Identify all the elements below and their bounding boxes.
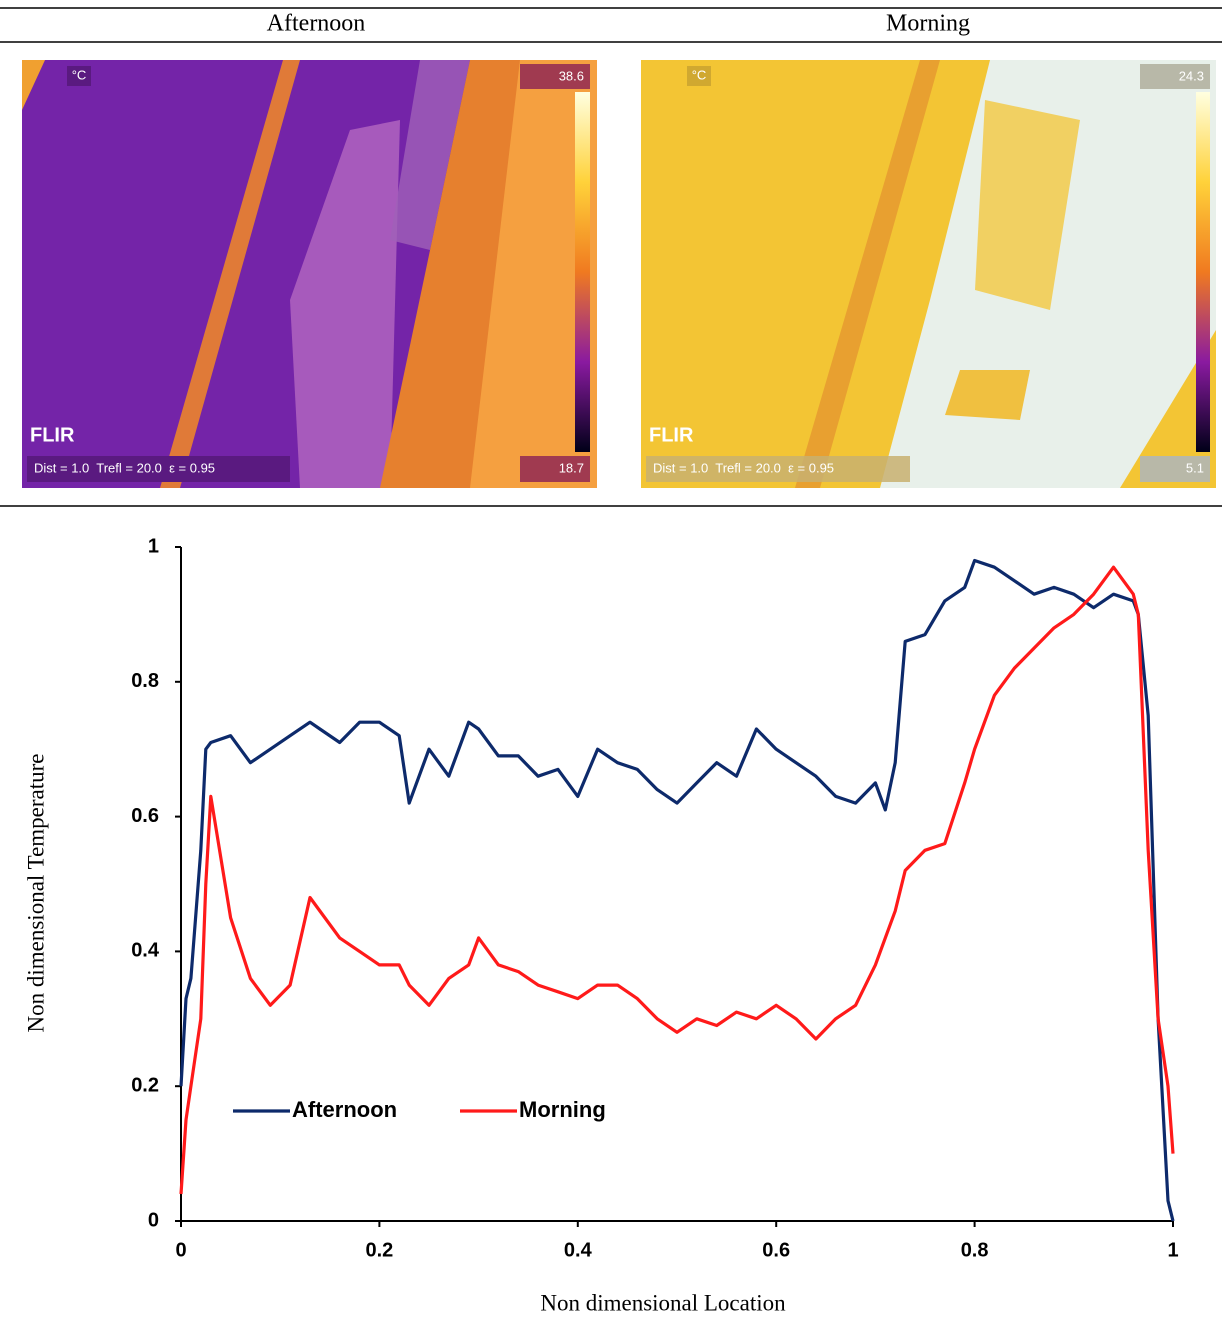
min-temp: 18.7 [559, 460, 584, 475]
y-tick-label: 0.2 [131, 1074, 159, 1096]
logo: FLIR [649, 424, 694, 446]
legend-label: Morning [519, 1097, 606, 1122]
min-temp: 5.1 [1186, 460, 1204, 475]
y-tick-label: 0.8 [131, 670, 159, 692]
camera-params: Dist = 1.0 Trefl = 20.0 ε = 0.95 [653, 460, 834, 475]
thermal-image: °C 24.3 5.1 FLIR Dist = 1.0 Trefl = 20.0… [641, 60, 1216, 488]
logo: FLIR [30, 424, 75, 446]
data-line [179, 565, 1175, 1195]
x-tick-label: 0.6 [762, 1239, 790, 1261]
max-temp: 24.3 [1179, 68, 1204, 83]
thermal-image: °C 38.6 18.7 FLIR Dist = 1.0 Trefl = 20.… [22, 60, 597, 488]
legend-label: Afternoon [292, 1097, 397, 1122]
x-tick-label: 0.2 [365, 1239, 393, 1261]
x-tick-label: 0 [175, 1239, 186, 1261]
y-tick-label: 0.4 [131, 940, 160, 962]
x-axis-title: Non dimensional Location [540, 1290, 786, 1315]
unit-label: °C [72, 67, 87, 82]
camera-params: Dist = 1.0 Trefl = 20.0 ε = 0.95 [34, 460, 215, 475]
unit-label: °C [692, 67, 707, 82]
y-tick-label: 0 [148, 1209, 159, 1231]
y-tick-label: 1 [148, 535, 159, 557]
max-temp: 38.6 [559, 68, 584, 83]
panel-header: Afternoon [267, 11, 366, 37]
x-tick-label: 0.4 [564, 1239, 593, 1261]
panel-header: Morning [886, 11, 970, 37]
x-tick-label: 1 [1167, 1239, 1178, 1261]
data-line [179, 558, 1175, 1222]
y-axis-title: Non dimensional Temperature [23, 754, 48, 1033]
y-tick-label: 0.6 [131, 805, 159, 827]
x-tick-label: 0.8 [961, 1239, 989, 1261]
legend: Afternoon Morning [233, 1097, 606, 1122]
